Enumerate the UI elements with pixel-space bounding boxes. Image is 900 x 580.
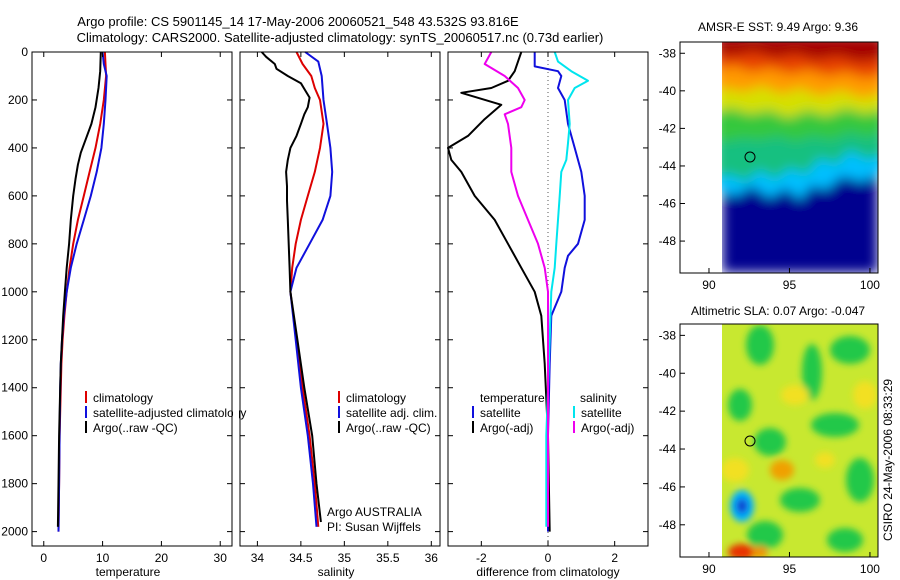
legend-label-sal-argo: Argo(-adj) bbox=[581, 421, 634, 435]
map-y-tick-label: -44 bbox=[659, 159, 677, 173]
legend-label-temp-satellite: satellite bbox=[480, 406, 521, 420]
sla-map-ticks: 90 95 100 -38 -40 -42 -44 -46 -48 bbox=[659, 328, 881, 576]
annotation-argo-australia: Argo AUSTRALIA bbox=[327, 505, 422, 519]
y-tick-label: 1000 bbox=[1, 285, 28, 299]
sst-map-panel: AMSR-E SST: 9.49 Argo: 9.36 90 95 100 -38 -4… bbox=[659, 20, 881, 292]
x-tick-label: 10 bbox=[96, 551, 110, 565]
salinity-panel: 34 34.5 35 35.5 36 salinity climatology sate… bbox=[239, 51, 441, 579]
sla-map-title: Altimetric SLA: 0.07 Argo: -0.047 bbox=[691, 304, 865, 318]
series-line-argo-raw-qc- bbox=[56, 51, 102, 527]
legend-label-satellite-adj: satellite adj. clim. bbox=[346, 406, 437, 420]
legend-label-climatology: climatology bbox=[346, 391, 406, 405]
map-y-tick-label: -40 bbox=[659, 84, 677, 98]
sst-map-title: AMSR-E SST: 9.49 Argo: 9.36 bbox=[698, 20, 858, 34]
y-tick-label: 2000 bbox=[1, 525, 28, 539]
y-tick-label: 200 bbox=[8, 93, 28, 107]
salinity-xlabel: salinity bbox=[318, 565, 355, 579]
legend-title-salinity: salinity bbox=[580, 391, 617, 405]
sst-heatmap bbox=[722, 42, 878, 273]
temperature-ticks: 0 10 20 30 0 200 400 600 800 1000 1200 1400 1600 1800… bbox=[1, 45, 232, 565]
map-y-tick-label: -40 bbox=[659, 366, 677, 380]
map-x-tick-label: 95 bbox=[783, 278, 797, 292]
legend-label-temp-argo: Argo(-adj) bbox=[480, 421, 533, 435]
series-line-argo-raw-qc- bbox=[260, 51, 322, 523]
map-x-tick-label: 100 bbox=[860, 278, 880, 292]
y-tick-label: 800 bbox=[8, 237, 28, 251]
sst-map-axes-box bbox=[679, 41, 879, 274]
series-line-climatology bbox=[289, 51, 325, 527]
temperature-axes-box bbox=[31, 51, 233, 547]
x-tick-label: 30 bbox=[214, 551, 228, 565]
sla-heatmap bbox=[722, 324, 878, 557]
legend-clip-mask bbox=[233, 395, 239, 435]
map-y-tick-label: -46 bbox=[659, 480, 677, 494]
x-tick-label: 0 bbox=[40, 551, 47, 565]
annotation-pi: PI: Susan Wijffels bbox=[327, 520, 421, 534]
figure-title-line1: Argo profile: CS 5901145_14 17-May-2006 … bbox=[77, 14, 519, 29]
map-x-tick-label: 100 bbox=[860, 562, 880, 576]
y-tick-label: 1400 bbox=[1, 381, 28, 395]
argo-float-marker bbox=[744, 151, 756, 163]
map-y-tick-label: -38 bbox=[659, 46, 677, 60]
salinity-series-lines bbox=[260, 51, 334, 527]
map-y-tick-label: -42 bbox=[659, 121, 677, 135]
difference-xlabel: difference from climatology bbox=[476, 565, 619, 579]
figure-title-line2: Climatology: CARS2000. Satellite-adjuste… bbox=[77, 30, 604, 45]
legend-label-sal-satellite: satellite bbox=[581, 406, 622, 420]
salinity-axes-box bbox=[239, 51, 441, 547]
map-y-tick-label: -48 bbox=[659, 234, 677, 248]
temperature-series-lines bbox=[56, 51, 108, 532]
map-x-tick-label: 95 bbox=[783, 562, 797, 576]
series-line-satellite-adj-clim- bbox=[289, 51, 334, 527]
argo-float-marker bbox=[744, 435, 756, 447]
sla-map-axes-box bbox=[679, 323, 879, 558]
series-line-salinity-argo-adj- bbox=[483, 51, 549, 527]
map-y-tick-label: -48 bbox=[659, 518, 677, 532]
difference-panel: -2 0 2 difference from climatology tempera… bbox=[447, 51, 649, 579]
x-tick-label: 34.5 bbox=[289, 551, 313, 565]
legend-label-satellite-adjusted: satellite-adjusted climatology bbox=[93, 406, 246, 420]
side-credit: CSIRO 24-May-2006 08:33:29 bbox=[881, 379, 895, 541]
y-tick-label: 1200 bbox=[1, 333, 28, 347]
x-tick-label: 34 bbox=[251, 551, 265, 565]
y-tick-label: 1600 bbox=[1, 429, 28, 443]
legend-label-argo: Argo(..raw -QC) bbox=[346, 421, 431, 435]
series-line-temperature-satellite bbox=[533, 52, 586, 532]
map-x-tick-label: 90 bbox=[702, 562, 716, 576]
y-tick-label: 1800 bbox=[1, 477, 28, 491]
sst-map-ticks: 90 95 100 -38 -40 -42 -44 -46 -48 bbox=[659, 46, 881, 292]
x-tick-label: -2 bbox=[476, 551, 487, 565]
temperature-legend: climatology satellite-adjusted climatolo… bbox=[85, 391, 246, 435]
map-y-tick-label: -42 bbox=[659, 404, 677, 418]
x-tick-label: 0 bbox=[545, 551, 552, 565]
y-tick-label: 0 bbox=[21, 45, 28, 59]
legend-label-argo: Argo(..raw -QC) bbox=[93, 421, 178, 435]
series-line-temperature-argo-adj- bbox=[447, 51, 551, 532]
y-tick-label: 400 bbox=[8, 141, 28, 155]
x-tick-label: 20 bbox=[155, 551, 169, 565]
salinity-legend: climatology satellite adj. clim. Argo(..… bbox=[338, 391, 437, 435]
map-y-tick-label: -46 bbox=[659, 197, 677, 211]
temperature-xlabel: temperature bbox=[96, 565, 161, 579]
difference-ticks: -2 0 2 bbox=[448, 51, 648, 565]
map-x-tick-label: 90 bbox=[702, 278, 716, 292]
x-tick-label: 35.5 bbox=[376, 551, 400, 565]
x-tick-label: 35 bbox=[338, 551, 352, 565]
x-tick-label: 2 bbox=[611, 551, 618, 565]
legend-label-climatology: climatology bbox=[93, 391, 153, 405]
sla-map-panel: Altimetric SLA: 0.07 Argo: -0.047 bbox=[659, 304, 881, 576]
map-y-tick-label: -44 bbox=[659, 442, 677, 456]
x-tick-label: 36 bbox=[425, 551, 439, 565]
temperature-panel: 0 10 20 30 0 200 400 600 800 1000 1200 1400 1600 1800… bbox=[1, 45, 246, 579]
difference-series-lines bbox=[447, 51, 589, 532]
legend-title-temperature: temperature bbox=[480, 391, 545, 405]
salinity-ticks: 34 34.5 35 35.5 36 bbox=[240, 51, 440, 565]
difference-legend: temperature satellite Argo(-adj) salinit… bbox=[472, 391, 634, 435]
map-y-tick-label: -38 bbox=[659, 328, 677, 342]
y-tick-label: 600 bbox=[8, 189, 28, 203]
series-line-salinity-satellite bbox=[545, 51, 589, 527]
